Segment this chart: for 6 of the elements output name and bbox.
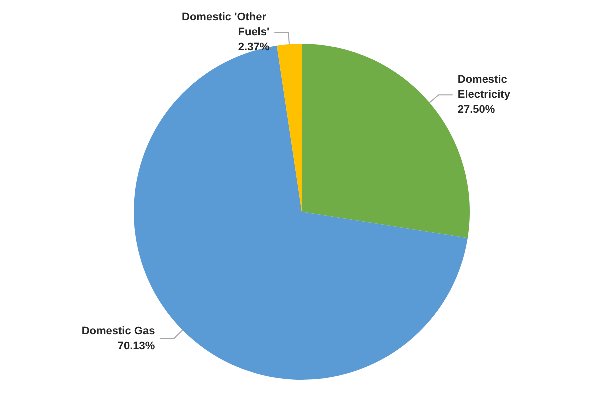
slice-label: Domestic Gas <box>82 325 156 338</box>
data-label: 2.37% <box>238 42 270 54</box>
data-label: 27.50% <box>458 104 496 116</box>
slice-label: Domestic Electricity <box>458 74 512 102</box>
slice-label: Domestic 'Other Fuels' <box>182 12 270 38</box>
data-label: 70.13% <box>118 340 156 352</box>
